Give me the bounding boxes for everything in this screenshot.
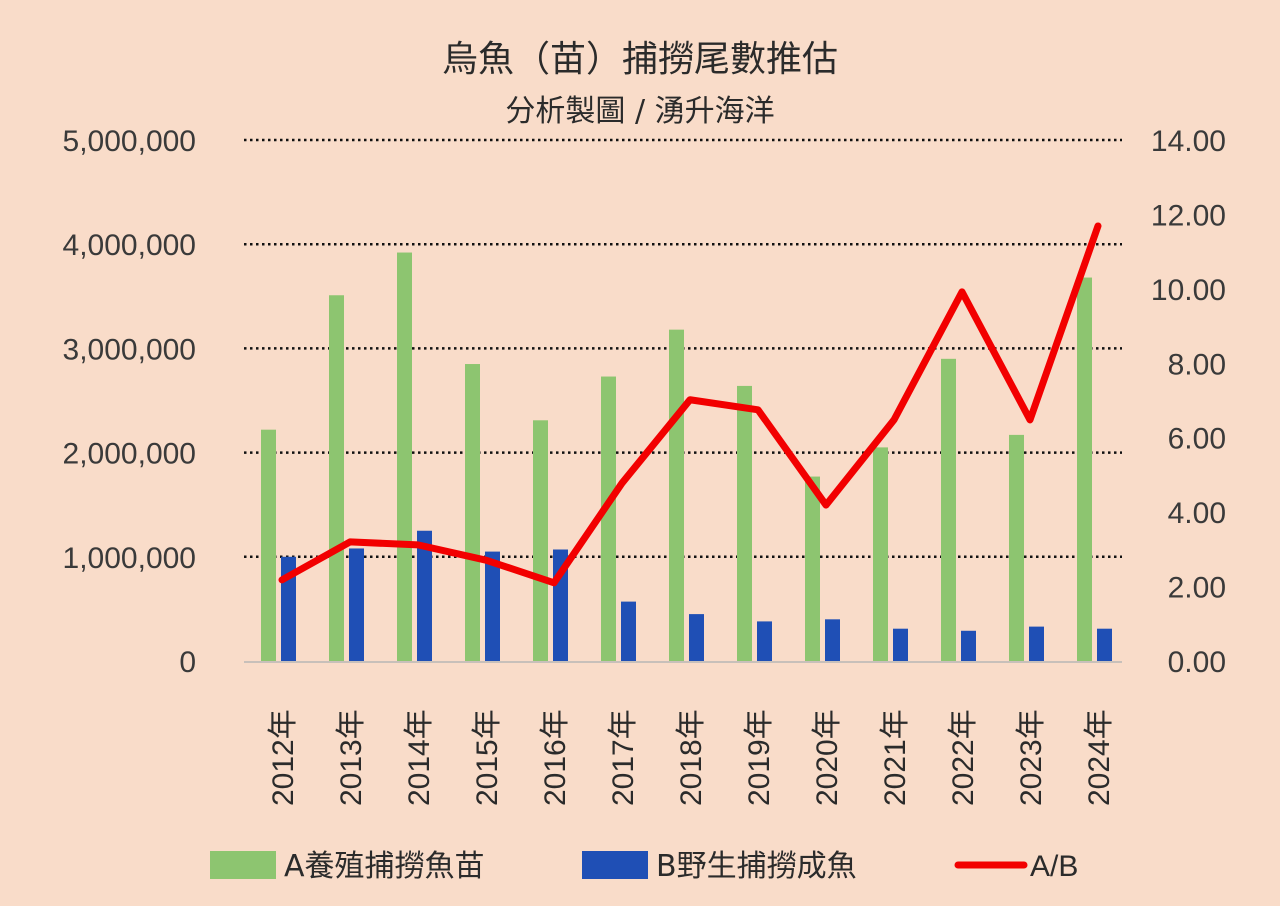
x-axis-tick-label: 2012年 bbox=[267, 709, 300, 806]
x-axis-tick-label: 2013年 bbox=[335, 709, 368, 806]
bar-b bbox=[485, 551, 500, 661]
x-axis-tick-label: 2018年 bbox=[675, 709, 708, 806]
x-axis-tick-label: 2021年 bbox=[879, 709, 912, 806]
bar-a bbox=[465, 364, 480, 661]
bar-a bbox=[601, 376, 616, 661]
bar-a bbox=[329, 295, 344, 661]
bar-a bbox=[261, 429, 276, 661]
right-axis-tick-label: 6.00 bbox=[1168, 423, 1226, 456]
bar-b bbox=[621, 601, 636, 661]
x-axis-tick-label: 2016年 bbox=[539, 709, 572, 806]
bar-a bbox=[737, 385, 752, 661]
bar-b bbox=[689, 614, 704, 661]
bar-b bbox=[893, 628, 908, 661]
bar-b bbox=[417, 530, 432, 661]
left-axis-tick-label: 2,000,000 bbox=[63, 438, 196, 471]
bar-a bbox=[669, 329, 684, 661]
bar-a bbox=[873, 447, 888, 661]
legend-swatch-b bbox=[582, 851, 648, 879]
right-axis-tick-label: 0.00 bbox=[1168, 646, 1226, 679]
chart-title: 烏魚（苗）捕撈尾數推估 bbox=[441, 39, 838, 80]
right-axis-tick-label: 8.00 bbox=[1168, 348, 1226, 381]
legend-swatch-a bbox=[210, 851, 276, 879]
right-axis-tick-label: 10.00 bbox=[1151, 274, 1226, 307]
bar-b bbox=[825, 619, 840, 661]
bar-a bbox=[1077, 277, 1092, 661]
right-axis-tick-label: 2.00 bbox=[1168, 572, 1226, 605]
bar-b bbox=[757, 621, 772, 661]
bar-a bbox=[533, 420, 548, 661]
legend-label-b: B野生捕撈成魚 bbox=[656, 849, 857, 884]
x-axis-tick-label: 2017年 bbox=[607, 709, 640, 806]
x-axis-tick-label: 2022年 bbox=[947, 709, 980, 806]
bar-b bbox=[1029, 626, 1044, 661]
left-axis-tick-label: 3,000,000 bbox=[63, 333, 196, 366]
x-axis-tick-label: 2014年 bbox=[403, 709, 436, 806]
bar-a bbox=[941, 358, 956, 661]
x-axis-tick-label: 2024年 bbox=[1083, 709, 1116, 806]
left-axis-tick-label: 5,000,000 bbox=[63, 125, 196, 158]
x-axis-tick-label: 2019年 bbox=[743, 709, 776, 806]
legend-label-a: A養殖捕撈魚苗 bbox=[284, 849, 485, 884]
bar-b bbox=[1097, 628, 1112, 661]
x-axis-tick-label: 2015年 bbox=[471, 709, 504, 806]
x-axis-tick-label: 2023年 bbox=[1015, 709, 1048, 806]
left-axis-tick-label: 4,000,000 bbox=[63, 229, 196, 262]
left-axis-tick-label: 0 bbox=[179, 646, 196, 679]
ratio-line bbox=[278, 222, 1102, 587]
bar-a bbox=[397, 252, 412, 661]
bar-b bbox=[349, 548, 364, 661]
bar-b bbox=[961, 630, 976, 661]
left-axis-tick-label: 1,000,000 bbox=[63, 542, 196, 575]
x-axis-tick-label: 2020年 bbox=[811, 709, 844, 806]
bar-a bbox=[1009, 434, 1024, 661]
right-axis-tick-label: 4.00 bbox=[1168, 497, 1226, 530]
right-axis-tick-label: 14.00 bbox=[1151, 125, 1226, 158]
legend-label-ratio: A/B bbox=[1030, 850, 1078, 883]
bar-a bbox=[805, 476, 820, 661]
bar-b bbox=[281, 556, 296, 661]
right-axis-tick-label: 12.00 bbox=[1151, 199, 1226, 232]
chart-subtitle: 分析製圖 / 湧升海洋 bbox=[505, 94, 775, 129]
